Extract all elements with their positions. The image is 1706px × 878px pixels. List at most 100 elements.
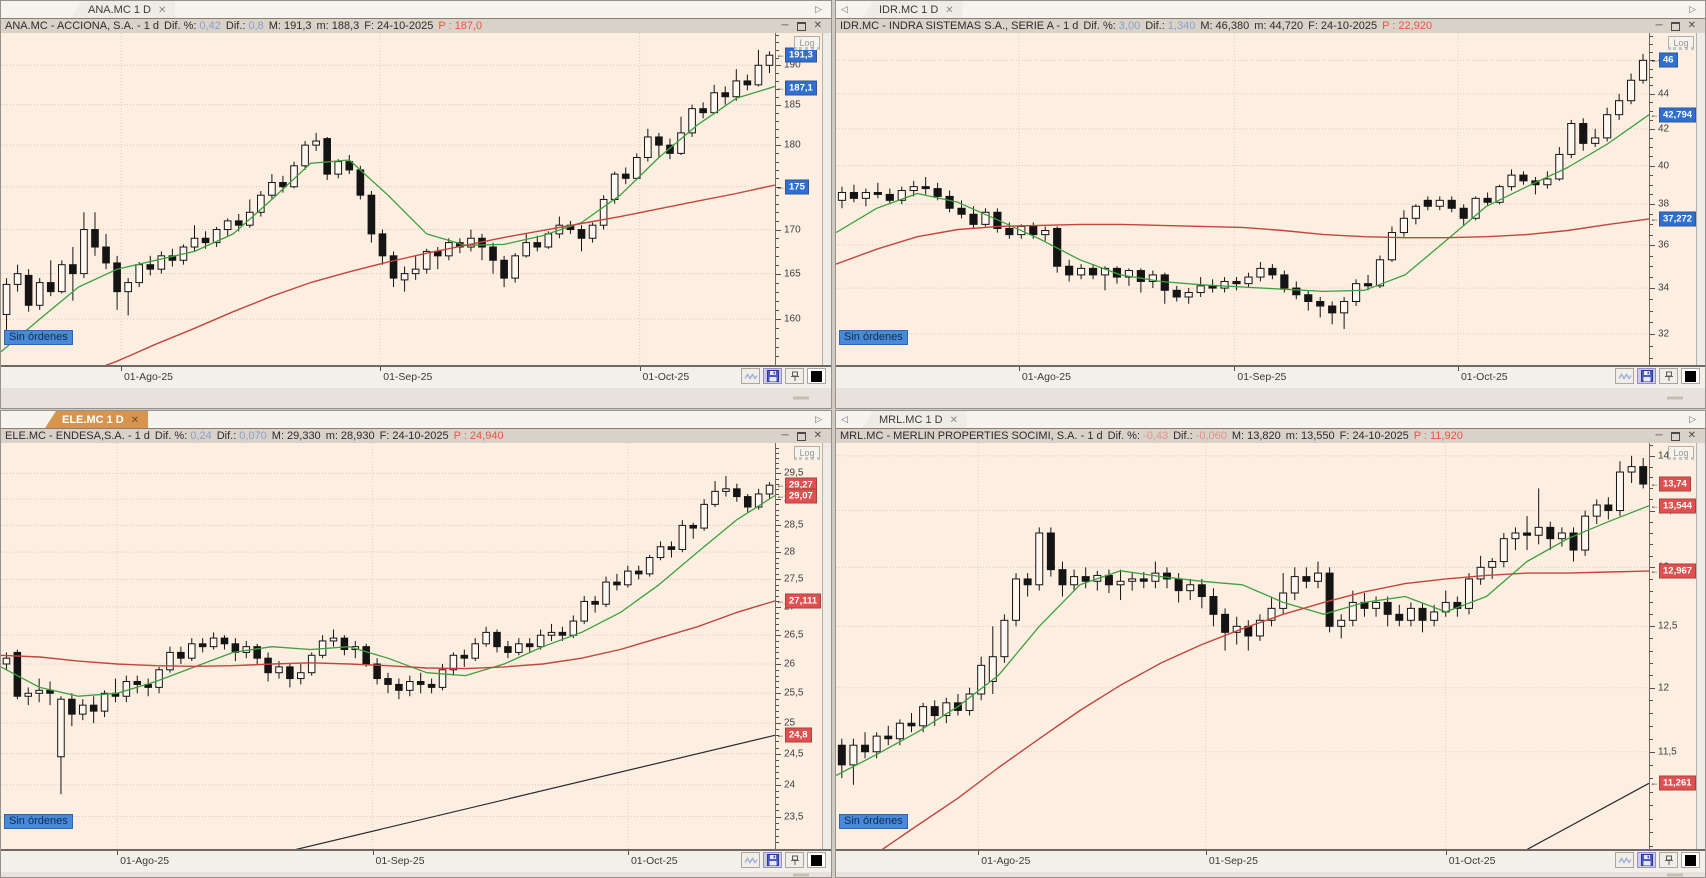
date-tick (1205, 851, 1207, 855)
date-label: 01-Sep-25 (1237, 371, 1287, 383)
price-minor-tick (1650, 102, 1653, 103)
log-scale-button[interactable]: Log (1668, 36, 1694, 50)
price-minor-tick (776, 791, 779, 792)
badge-arrow-icon: ← (776, 729, 785, 740)
black-square-button[interactable] (807, 368, 826, 384)
restore-button[interactable] (796, 431, 806, 441)
save-button[interactable] (763, 368, 782, 384)
tab-strip: ◁ ELE.MC 1 D ✕ ▷ (1, 411, 831, 429)
waveform-button[interactable] (1615, 852, 1634, 868)
price-axis[interactable]: Log 1413,51312,51211,5←13,74←13,544←12,9… (1649, 443, 1697, 849)
axis-toolbar (1615, 368, 1700, 384)
waveform-button[interactable] (741, 368, 760, 384)
price-tick-label: 28,5 (784, 519, 804, 531)
price-minor-tick (776, 153, 779, 154)
chart-canvas[interactable] (1, 443, 775, 849)
log-scale-button[interactable]: Log (1668, 446, 1694, 460)
pushpin-icon (790, 371, 799, 381)
minimize-button[interactable]: ─ (781, 430, 789, 441)
chart-tab[interactable]: IDR.MC 1 D ✕ (862, 1, 963, 18)
black-square-button[interactable] (1681, 852, 1700, 868)
restore-button[interactable] (1670, 431, 1680, 441)
save-button[interactable] (1637, 368, 1656, 384)
price-minor-tick (776, 676, 779, 677)
log-scale-button[interactable]: Log (794, 36, 820, 50)
tab-scroll-left-icon[interactable]: ◁ (841, 414, 848, 424)
instrument-description: IDR.MC - INDRA SISTEMAS S.A., SERIE A - … (840, 20, 1079, 32)
date-axis[interactable]: 01-Ago-25 01-Sep-25 01-Oct-25 (836, 849, 1705, 872)
pin-button[interactable] (785, 368, 804, 384)
resize-grip[interactable] (1667, 396, 1683, 400)
black-square-button[interactable] (807, 852, 826, 868)
chart-tab[interactable]: ELE.MC 1 D ✕ (45, 411, 149, 428)
tab-close-icon[interactable]: ✕ (949, 414, 958, 426)
price-minor-tick (1650, 488, 1653, 489)
restore-button[interactable] (796, 21, 806, 31)
pin-button[interactable] (1659, 852, 1678, 868)
price-tick (1650, 511, 1655, 512)
price-tick-label: 32 (1658, 328, 1670, 340)
pin-button[interactable] (785, 852, 804, 868)
black-square-button[interactable] (1681, 368, 1700, 384)
tab-scroll-right-icon[interactable]: ▷ (815, 414, 822, 424)
resize-grip[interactable] (793, 396, 809, 400)
resize-grip[interactable] (1667, 873, 1683, 876)
price-badge-value: 11,261 (1659, 775, 1696, 791)
date-axis[interactable]: 01-Ago-25 01-Sep-25 01-Oct-25 (1, 365, 831, 388)
tab-scroll-right-icon[interactable]: ▷ (1689, 4, 1696, 14)
tab-close-icon[interactable]: ✕ (130, 414, 140, 426)
price-tick-label: 190 (784, 59, 801, 71)
price-value: 11,920 (1429, 430, 1463, 442)
close-button[interactable]: ✕ (813, 20, 822, 31)
chart-tab[interactable]: MRL.MC 1 D ✕ (862, 411, 967, 428)
session-date-label: F: (1339, 430, 1350, 442)
chart-canvas[interactable] (836, 443, 1649, 849)
dif-label: Dif.: (1173, 430, 1193, 442)
minimize-button[interactable]: ─ (781, 20, 789, 31)
pin-button[interactable] (1659, 368, 1678, 384)
session-min-value: 188,3 (331, 20, 360, 32)
date-axis[interactable]: 01-Ago-25 01-Sep-25 01-Oct-25 (1, 849, 831, 872)
price-minor-tick (1650, 69, 1653, 70)
close-button[interactable]: ✕ (1687, 20, 1696, 31)
price-minor-tick (1650, 467, 1653, 468)
chart-tab[interactable]: ANA.MC 1 D ✕ (71, 1, 176, 18)
price-minor-tick (776, 670, 779, 671)
price-axis[interactable]: Log 4644424038363432←46←42,794←37,272 (1649, 33, 1697, 365)
date-axis[interactable]: 01-Ago-25 01-Sep-25 01-Oct-25 (836, 365, 1705, 388)
minimize-button[interactable]: ─ (1655, 20, 1663, 31)
price-minor-tick (776, 221, 779, 222)
price-badge: ← 42,794 (1650, 107, 1697, 123)
save-button[interactable] (763, 852, 782, 868)
save-button[interactable] (1637, 852, 1656, 868)
price-axis[interactable]: Log 190185180175170165160←191,3←187,1←17… (775, 33, 822, 365)
minimize-button[interactable]: ─ (1655, 430, 1663, 441)
floppy-disk-icon (766, 370, 779, 382)
price-minor-tick (1650, 156, 1653, 157)
price-minor-tick (1650, 522, 1653, 523)
price-minor-tick (1650, 185, 1653, 186)
log-scale-button[interactable]: Log (794, 446, 820, 460)
price-minor-tick (776, 515, 779, 516)
chart-area: Log 4644424038363432←46←42,794←37,272 Si… (836, 33, 1705, 365)
tab-scroll-left-icon[interactable]: ◁ (841, 4, 848, 14)
price-minor-tick (776, 810, 779, 811)
waveform-button[interactable] (1615, 368, 1634, 384)
dif-pct-label: Dif. %: (1107, 430, 1141, 442)
price-badge: ← 11,261 (1650, 775, 1696, 791)
restore-button[interactable] (1670, 21, 1680, 31)
close-button[interactable]: ✕ (813, 430, 822, 441)
waveform-button[interactable] (741, 852, 760, 868)
price-tick-label: 165 (784, 268, 801, 280)
close-button[interactable]: ✕ (1687, 430, 1696, 441)
price-tick-label: 36 (1658, 239, 1670, 251)
tab-close-icon[interactable]: ✕ (945, 4, 954, 16)
tab-scroll-right-icon[interactable]: ▷ (815, 4, 822, 14)
chart-canvas[interactable] (1, 33, 775, 365)
chart-canvas[interactable] (836, 33, 1649, 365)
price-axis[interactable]: Log 29,52928,52827,52726,52625,52524,524… (775, 443, 822, 850)
tab-scroll-right-icon[interactable]: ▷ (1689, 414, 1696, 424)
tab-close-icon[interactable]: ✕ (157, 4, 167, 16)
tab-strip: ◁ ANA.MC 1 D ✕ ▷ (1, 1, 831, 19)
resize-grip[interactable] (793, 873, 809, 876)
